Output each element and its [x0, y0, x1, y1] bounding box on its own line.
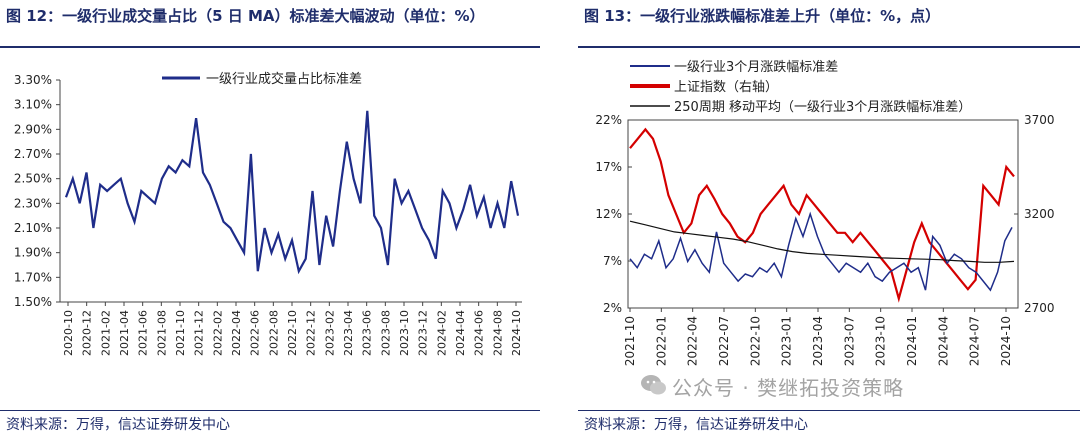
left-x-tick-label: 2022-10 [286, 310, 299, 356]
left-x-tick-label: 2023-06 [361, 310, 374, 356]
left-x-tick-label: 2021-02 [99, 310, 112, 356]
right-x-tick-label: 2023-04 [811, 316, 825, 366]
right-chart: 2% 7% 12% 17% 22% 2700 3200 3700 2021-10 2022-01 2… [595, 59, 1055, 366]
left-series-line [64, 110, 520, 275]
left-figure-title: 图 12：一级行业成交量占比（5 日 MA）标准差大幅波动（单位：%） [6, 7, 485, 25]
left-x-tick-label: 2022-06 [249, 310, 262, 356]
left-x-tick-label: 2021-12 [193, 310, 206, 356]
left-x-tick-label: 2023-04 [342, 310, 355, 356]
right-x-tick-label: 2024-04 [936, 316, 950, 366]
right-title-rule [578, 46, 1080, 48]
right-x-tick-label: 2023-07 [842, 316, 856, 366]
left-x-tick-label: 2023-12 [417, 310, 430, 356]
left-x-tick-label: 2022-12 [305, 310, 318, 356]
left-x-tick-label: 2024-06 [473, 310, 486, 356]
right-left-y-tick-label: 17% [595, 160, 622, 174]
left-x-tick-label: 2024-04 [454, 310, 467, 356]
right-legend-red-label: 上证指数（右轴） [674, 80, 778, 95]
right-x-tick-label: 2024-01 [905, 316, 919, 366]
left-y-tick-label: 1.70% [14, 270, 52, 284]
right-left-y-tick-label: 7% [603, 254, 622, 268]
right-x-tick-label: 2023-10 [874, 316, 888, 366]
left-x-tick-label: 2022-08 [267, 310, 280, 356]
right-x-tick-label: 2022-04 [686, 316, 700, 366]
right-left-y-tick-label: 22% [595, 113, 622, 127]
left-x-tick-label: 2020-12 [81, 310, 94, 356]
right-x-tick-label: 2024-07 [968, 316, 982, 366]
right-right-y-tick-label: 3200 [1024, 207, 1055, 221]
left-legend-label: 一级行业成交量占比标准差 [206, 71, 362, 87]
left-x-tick-label: 2023-08 [379, 310, 392, 356]
right-x-tick-label: 2021-10 [623, 316, 637, 366]
left-y-tick-label: 2.10% [14, 221, 52, 235]
watermark-text: 公众号 · 樊继拓投资策略 [672, 376, 905, 400]
right-series-ma-line [629, 220, 1015, 263]
left-y-tick-label: 3.30% [14, 73, 52, 87]
left-x-tick-label: 2024-02 [435, 310, 448, 356]
left-x-tick-label: 2020-10 [62, 310, 75, 356]
left-x-tick-label: 2021-10 [174, 310, 187, 356]
left-y-tick-label: 2.90% [14, 122, 52, 136]
right-x-tick-label: 2023-01 [780, 316, 794, 366]
left-y-tick-label: 2.70% [14, 147, 52, 161]
left-y-tick-label: 2.30% [14, 196, 52, 210]
left-x-tick-label: 2021-08 [155, 310, 168, 356]
left-y-tick-label: 3.10% [14, 98, 52, 112]
left-x-tick-label: 2021-04 [118, 310, 131, 356]
left-x-tick-label: 2021-06 [137, 310, 150, 356]
right-right-y-tick-label: 2700 [1024, 301, 1055, 315]
left-source: 资料来源：万得，信达证券研发中心 [6, 417, 230, 433]
left-bottom-rule [0, 410, 540, 411]
wechat-icon [641, 375, 666, 395]
left-x-tick-label: 2022-02 [211, 310, 224, 356]
left-x-tick-label: 2024-10 [510, 310, 523, 356]
right-right-y-tick-label: 3700 [1024, 113, 1055, 127]
right-left-y-tick-label: 2% [603, 301, 622, 315]
left-chart: 1.50% 1.70% 1.90% 2.10% 2.30% 2.50% 2.70% 2.90%… [14, 71, 523, 356]
right-series-blue-line [629, 211, 1013, 292]
right-bottom-rule [578, 410, 1080, 411]
left-x-tick-label: 2023-10 [398, 310, 411, 356]
right-legend-ma-label: 250周期 移动平均（一级行业3个月涨跌幅标准差） [674, 99, 971, 115]
right-x-tick-label: 2022-10 [748, 316, 762, 366]
left-x-tick-label: 2022-04 [230, 310, 243, 356]
right-source: 资料来源：万得，信达证券研发中心 [584, 417, 808, 433]
left-y-tick-label: 1.50% [14, 295, 52, 309]
left-y-tick-label: 2.50% [14, 172, 52, 186]
left-x-tick-label: 2024-08 [491, 310, 504, 356]
right-x-tick-label: 2022-07 [717, 316, 731, 366]
right-legend-blue-label: 一级行业3个月涨跌幅标准差 [674, 59, 838, 75]
right-x-tick-label: 2024-10 [999, 316, 1013, 366]
left-title-rule [0, 46, 540, 48]
right-left-y-tick-label: 12% [595, 207, 622, 221]
right-figure-title: 图 13：一级行业涨跌幅标准差上升（单位：%，点） [584, 7, 941, 25]
left-x-tick-label: 2023-02 [323, 310, 336, 356]
left-figure: 图 12：一级行业成交量占比（5 日 MA）标准差大幅波动（单位：%） 1.50… [0, 7, 540, 433]
right-series-red-line [629, 127, 1015, 303]
left-y-tick-label: 1.90% [14, 246, 52, 260]
right-x-tick-label: 2022-01 [654, 316, 668, 366]
right-figure: 图 13：一级行业涨跌幅标准差上升（单位：%，点） 2% 7% 12% 17% 22% 2… [578, 0, 1080, 438]
